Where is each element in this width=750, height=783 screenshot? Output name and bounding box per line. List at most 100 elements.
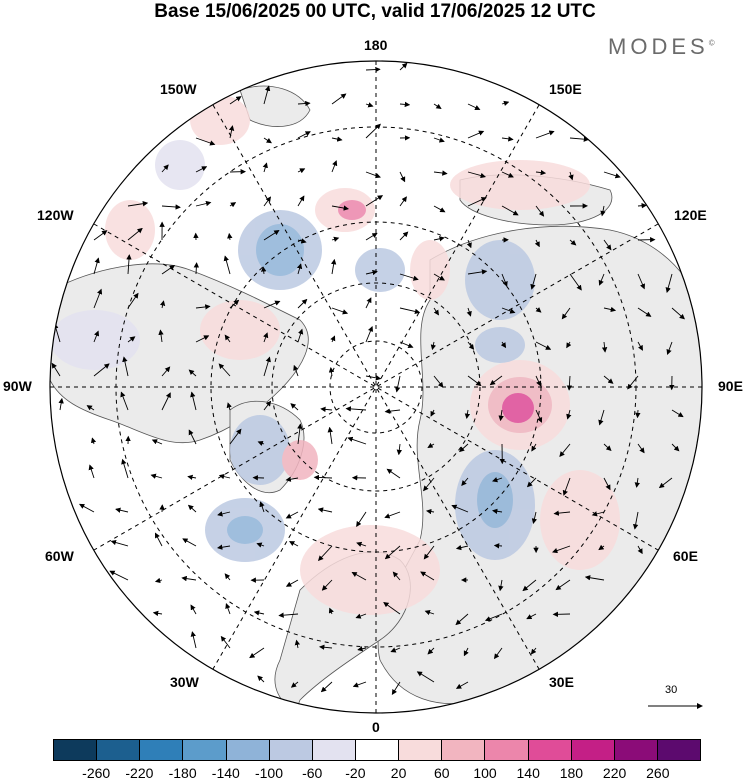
wind-arrow	[195, 304, 211, 310]
wind-arrow	[632, 511, 639, 530]
wind-arrow	[115, 507, 129, 513]
colorbar-tick-label: -180	[168, 765, 197, 781]
wind-arrow	[603, 477, 611, 491]
wind-arrow	[357, 646, 367, 652]
wind-arrow	[330, 258, 337, 275]
wind-arrow	[320, 681, 333, 693]
wind-arrow	[637, 273, 645, 290]
wind-arrow	[121, 458, 129, 479]
wind-arrow	[297, 131, 311, 139]
colorbar-box	[399, 740, 443, 760]
wind-arrow	[383, 601, 401, 615]
wind-arrow	[218, 473, 231, 480]
colorbar-box	[312, 740, 356, 760]
wind-arrow	[671, 409, 684, 418]
map-title: Base 15/06/2025 00 UTC, valid 17/06/2025…	[154, 1, 596, 22]
wind-arrow	[218, 363, 231, 377]
wind-arrow	[285, 579, 299, 587]
wind-arrow	[603, 306, 617, 313]
wind-arrow	[278, 612, 299, 618]
wind-arrow	[161, 164, 169, 173]
wind-arrow	[390, 647, 401, 653]
wind-arrow	[492, 477, 503, 483]
wind-arrow	[195, 335, 210, 343]
wind-arrow	[229, 299, 240, 309]
wind-arrow	[263, 85, 271, 105]
wind-arrow	[285, 511, 299, 519]
wind-arrow	[127, 292, 139, 309]
wind-arrow	[455, 544, 469, 551]
wind-arrow	[263, 356, 271, 377]
lon-label-60w: 60W	[45, 548, 74, 564]
wind-arrow	[467, 103, 481, 111]
wind-arrow	[493, 543, 503, 549]
wind-arrow	[190, 604, 197, 615]
colorbar-tick-label: -220	[125, 765, 154, 781]
wind-arrow	[561, 307, 571, 320]
wind-arrow	[351, 571, 367, 581]
colorbar-box	[442, 740, 486, 760]
colorbar-box	[54, 740, 98, 760]
wind-arrow	[430, 341, 437, 351]
wind-arrow	[399, 273, 419, 281]
wind-arrow	[501, 171, 514, 178]
wind-arrow	[224, 573, 231, 581]
colorbar-tick-label: -260	[82, 765, 111, 781]
wind-arrow	[569, 136, 590, 142]
wind-arrow	[259, 501, 265, 513]
wind-arrow	[433, 307, 439, 316]
wind-arrow	[263, 196, 272, 207]
wind-arrow	[399, 307, 421, 315]
wind-arrow	[297, 423, 303, 445]
wind-arrow	[535, 341, 552, 350]
wind-arrow	[327, 426, 333, 445]
wind-arrow	[391, 681, 401, 695]
wind-arrow	[423, 477, 435, 492]
colorbar-box	[269, 740, 313, 760]
wind-arrow	[467, 375, 482, 387]
wind-arrow	[328, 367, 335, 377]
wind-arrow	[365, 232, 378, 241]
wind-arrow	[328, 607, 334, 615]
wind-arrow	[93, 257, 100, 275]
wind-arrow	[399, 196, 407, 207]
wind-arrow	[297, 328, 304, 343]
wind-arrow	[603, 239, 612, 251]
wind-arrow	[501, 100, 510, 106]
colorbar-tick-label: -140	[211, 765, 240, 781]
wind-arrow	[634, 477, 640, 488]
colorbar-tick-label: 60	[434, 765, 450, 781]
wind-arrow	[355, 613, 367, 619]
wind-arrow	[394, 375, 401, 393]
wind-arrow	[317, 545, 333, 562]
wind-arrow	[600, 205, 606, 217]
wind-arrow	[584, 575, 605, 581]
wind-arrow	[535, 205, 545, 217]
wind-arrow	[399, 171, 406, 183]
wind-arrow	[386, 468, 401, 479]
wind-arrow	[384, 511, 401, 519]
wind-arrow	[501, 205, 519, 216]
wind-arrow	[188, 429, 197, 445]
wind-arrow	[290, 403, 299, 411]
wind-arrow	[671, 443, 680, 452]
wind-arrow	[489, 375, 503, 386]
wind-arrow	[601, 341, 608, 353]
wind-arrow	[522, 579, 537, 592]
wind-arrow	[154, 532, 163, 547]
vector-scale-label: 30	[665, 684, 678, 696]
wind-arrow	[526, 613, 537, 620]
wind-arrow	[253, 610, 265, 616]
wind-arrow	[365, 269, 378, 276]
wind-arrow	[152, 610, 163, 617]
wind-arrow	[331, 205, 349, 211]
wind-arrow	[467, 341, 475, 350]
wind-arrow	[93, 363, 110, 377]
colorbar-box	[571, 740, 615, 760]
wind-arrow	[426, 508, 435, 515]
wind-arrow	[161, 204, 181, 210]
colorbar-tick-label: 140	[516, 765, 540, 781]
wind-arrow	[352, 681, 367, 688]
modes-logo: MODES©	[608, 34, 715, 59]
wind-arrow	[161, 392, 171, 411]
